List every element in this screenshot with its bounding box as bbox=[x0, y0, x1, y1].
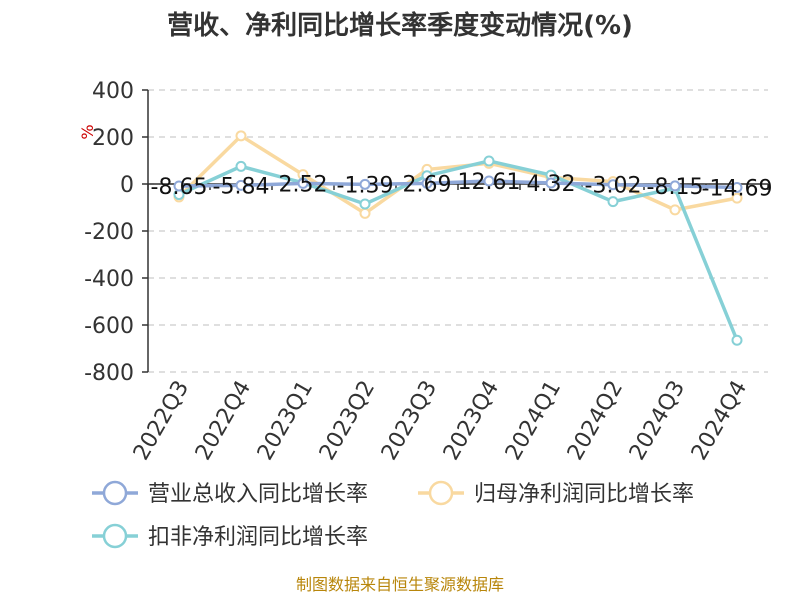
data-point bbox=[235, 179, 247, 191]
series-line bbox=[178, 159, 739, 341]
x-tick-label: 2022Q3 bbox=[129, 377, 194, 465]
data-point bbox=[731, 192, 743, 204]
x-tick-label: 2024Q1 bbox=[501, 377, 566, 465]
data-point bbox=[235, 130, 247, 142]
x-tick-label: 2024Q3 bbox=[625, 377, 690, 465]
data-label: -1.39 bbox=[337, 173, 394, 198]
data-label: -14.69 bbox=[702, 176, 773, 201]
legend-item-1: 营业总收入同比增长率 bbox=[92, 480, 368, 507]
data-label: 12.61 bbox=[458, 170, 521, 195]
data-point bbox=[359, 198, 371, 210]
legend-item-3: 扣非净利润同比增长率 bbox=[92, 523, 368, 550]
data-label: -8.15 bbox=[647, 175, 704, 200]
data-point bbox=[483, 155, 495, 167]
legend-label: 归母净利润同比增长率 bbox=[474, 482, 694, 507]
data-point bbox=[173, 180, 185, 192]
x-tick-label: 2024Q4 bbox=[687, 377, 752, 465]
legend-item-2: 归母净利润同比增长率 bbox=[418, 480, 694, 507]
data-label: 4.32 bbox=[527, 172, 576, 197]
x-axis-ticks: 2022Q32022Q42023Q12023Q22023Q32023Q42024… bbox=[129, 184, 769, 465]
x-tick-label: 2023Q2 bbox=[315, 377, 380, 465]
data-point bbox=[297, 177, 309, 189]
data-point bbox=[235, 160, 247, 172]
legend-swatch-marker bbox=[102, 523, 128, 549]
y-axis-unit: % bbox=[78, 124, 97, 139]
data-point bbox=[731, 181, 743, 193]
chart-title: 营收、净利同比增长率季度变动情况(%) bbox=[167, 10, 633, 41]
x-tick-label: 2023Q1 bbox=[253, 377, 318, 465]
y-tick-label: 0 bbox=[120, 173, 134, 198]
data-label: -8.65 bbox=[151, 175, 208, 200]
data-label: 2.69 bbox=[403, 172, 452, 197]
y-axis-ticks: 400 200 0 -200 -400 -600 -800 bbox=[84, 79, 148, 386]
data-point bbox=[669, 180, 681, 192]
data-label: 2.52 bbox=[279, 172, 328, 197]
x-tick-label: 2024Q2 bbox=[563, 377, 628, 465]
y-tick-label: -200 bbox=[84, 220, 134, 245]
series-layer bbox=[173, 130, 743, 346]
y-tick-label: -600 bbox=[84, 314, 134, 339]
x-tick-label: 2022Q4 bbox=[191, 377, 256, 465]
data-point bbox=[421, 177, 433, 189]
source-note: 制图数据来自恒生聚源数据库 bbox=[296, 575, 504, 594]
series-1 bbox=[173, 175, 743, 193]
data-point bbox=[669, 204, 681, 216]
data-point bbox=[731, 334, 743, 346]
y-tick-label: -800 bbox=[84, 361, 134, 386]
data-point bbox=[607, 196, 619, 208]
data-point bbox=[359, 207, 371, 219]
x-tick-label: 2023Q4 bbox=[439, 377, 504, 465]
data-point bbox=[545, 177, 557, 189]
data-labels: -8.65 -5.84 2.52 -1.39 2.69 12.61 4.32 -3.02 -8.… bbox=[151, 170, 773, 201]
y-tick-label: 400 bbox=[92, 79, 134, 104]
data-point bbox=[607, 179, 619, 191]
data-point bbox=[359, 178, 371, 190]
legend-swatch-marker bbox=[102, 480, 128, 506]
data-label: -5.84 bbox=[213, 174, 270, 199]
series-line bbox=[178, 179, 738, 190]
data-label: -3.02 bbox=[585, 174, 642, 199]
x-tick-label: 2023Q3 bbox=[377, 377, 442, 465]
legend-swatch-marker bbox=[428, 480, 454, 506]
y-tick-label: 200 bbox=[92, 126, 134, 151]
y-tick-label: -400 bbox=[84, 267, 134, 292]
legend-label: 扣非净利润同比增长率 bbox=[148, 525, 368, 550]
data-point bbox=[483, 175, 495, 187]
legend-label: 营业总收入同比增长率 bbox=[148, 482, 368, 507]
